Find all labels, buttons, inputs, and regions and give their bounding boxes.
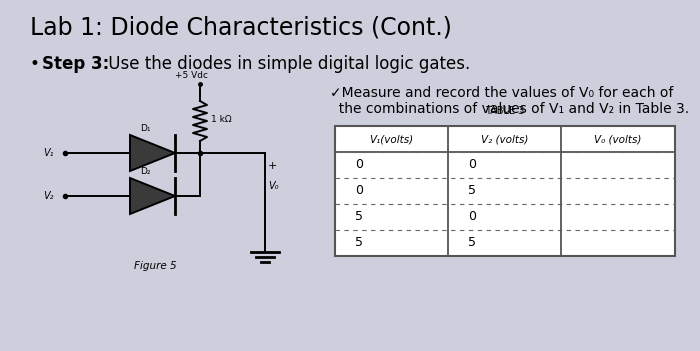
Polygon shape [130, 178, 175, 214]
Text: 0: 0 [468, 211, 476, 224]
Text: V₀ (volts): V₀ (volts) [594, 134, 642, 144]
Text: TABLE 3: TABLE 3 [485, 106, 525, 116]
Text: Figure 5: Figure 5 [134, 261, 176, 271]
Text: ✓Measure and record the values of V₀ for each of: ✓Measure and record the values of V₀ for… [330, 86, 673, 100]
Text: D₂: D₂ [140, 167, 150, 176]
Text: +5 Vdc: +5 Vdc [175, 71, 208, 80]
Text: 5: 5 [355, 211, 363, 224]
Text: •: • [30, 55, 45, 73]
Text: Lab 1: Diode Characteristics (Cont.): Lab 1: Diode Characteristics (Cont.) [30, 16, 452, 40]
Text: 0: 0 [355, 185, 363, 198]
Text: D₁: D₁ [140, 124, 150, 133]
Text: +: + [268, 161, 277, 171]
Text: V₁: V₁ [43, 148, 53, 158]
Text: V₂: V₂ [43, 191, 53, 201]
Text: 1 kΩ: 1 kΩ [211, 114, 232, 124]
Text: 5: 5 [468, 237, 476, 250]
Text: Use the diodes in simple digital logic gates.: Use the diodes in simple digital logic g… [103, 55, 470, 73]
Text: 5: 5 [468, 185, 476, 198]
Text: Step 3:: Step 3: [42, 55, 109, 73]
Polygon shape [130, 135, 175, 171]
Text: V₁(volts): V₁(volts) [370, 134, 414, 144]
Text: V₂ (volts): V₂ (volts) [481, 134, 528, 144]
Text: 0: 0 [468, 159, 476, 172]
Text: 5: 5 [355, 237, 363, 250]
Text: V₀: V₀ [268, 181, 279, 191]
Bar [335, 126, 675, 256]
Text: the combinations of values of V₁ and V₂ in Table 3.: the combinations of values of V₁ and V₂ … [330, 102, 689, 116]
Text: 0: 0 [355, 159, 363, 172]
